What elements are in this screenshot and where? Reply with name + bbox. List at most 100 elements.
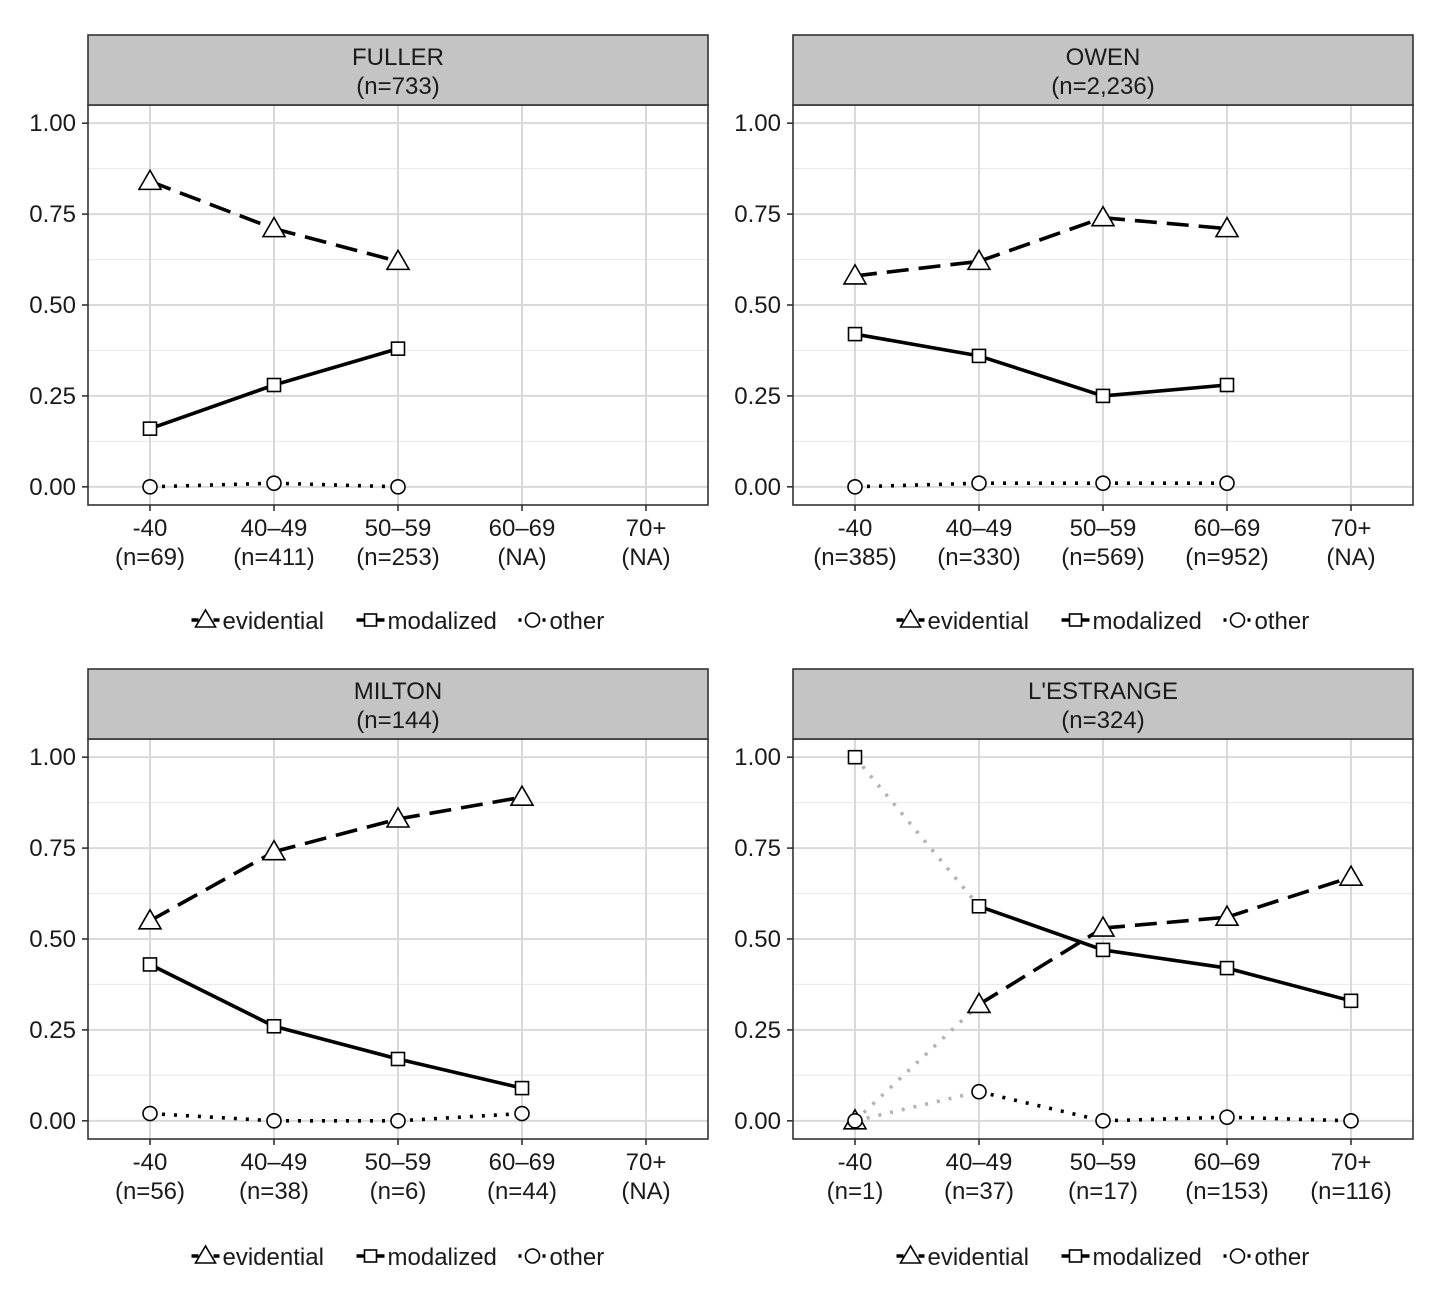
data-point-evidential xyxy=(966,248,992,271)
series-line-evidential xyxy=(397,795,523,821)
legend-triangle-icon xyxy=(194,608,217,628)
legend-label-other: other xyxy=(550,608,605,635)
data-point-evidential xyxy=(137,168,163,191)
data-point-evidential xyxy=(842,263,868,285)
y-tick-label: 0.25 xyxy=(29,383,76,410)
data-point-evidential xyxy=(1214,904,1240,926)
data-point-modalized xyxy=(514,1080,530,1096)
legend-label-modalized: modalized xyxy=(1093,1244,1202,1271)
data-point-other xyxy=(847,1113,863,1129)
data-point-modalized xyxy=(847,749,863,765)
y-tick-label: 0.75 xyxy=(734,201,781,228)
series-line-other xyxy=(273,481,399,489)
data-point-modalized xyxy=(1095,942,1111,958)
facet-title: FULLER xyxy=(352,44,444,71)
data-point-other xyxy=(1095,1113,1111,1129)
data-point-other xyxy=(142,1105,158,1122)
y-tick-label: 0.50 xyxy=(29,926,76,953)
data-point-other xyxy=(1095,475,1111,491)
facet-title: OWEN xyxy=(1066,44,1141,71)
legend-label-modalized: modalized xyxy=(388,608,497,635)
y-tick-label: 0.75 xyxy=(29,201,76,228)
y-tick-label: 1.00 xyxy=(734,744,781,771)
data-point-other xyxy=(971,1083,987,1100)
data-point-evidential xyxy=(137,908,163,930)
x-tick-count-label: (n=38) xyxy=(239,1178,309,1205)
x-tick-label: 40–49 xyxy=(241,515,308,542)
y-tick-label: 1.00 xyxy=(29,744,76,771)
x-tick-label: -40 xyxy=(838,1149,873,1176)
series-line-modalized xyxy=(853,756,981,908)
facet-strip xyxy=(792,668,1414,740)
x-tick-count-label: (n=37) xyxy=(944,1178,1014,1205)
data-point-evidential xyxy=(261,216,287,238)
series-line-modalized xyxy=(1226,966,1352,1003)
y-tick-label: 0.00 xyxy=(734,1108,781,1135)
x-tick-count-label: (n=1) xyxy=(827,1178,884,1205)
x-tick-label: 70+ xyxy=(626,515,667,542)
data-point-other xyxy=(514,1105,530,1122)
data-point-other xyxy=(142,479,158,495)
series-line-evidential xyxy=(978,926,1104,1006)
series-line-modalized xyxy=(149,962,275,1028)
data-point-other xyxy=(971,475,987,491)
series-markers xyxy=(842,205,1240,495)
data-point-evidential xyxy=(385,806,411,828)
data-point-modalized xyxy=(1095,388,1111,404)
series-line-evidential xyxy=(1102,915,1228,930)
x-tick-label: 60–69 xyxy=(489,1149,556,1176)
series-line-modalized xyxy=(397,1057,523,1090)
x-tick-count-label: (NA) xyxy=(621,544,670,571)
x-tick-label: 40–49 xyxy=(946,1149,1013,1176)
data-point-other xyxy=(1219,1109,1235,1125)
series-line-other xyxy=(1102,1115,1228,1123)
x-tick-count-label: (n=6) xyxy=(370,1178,427,1205)
x-tick-label: 70+ xyxy=(626,1149,667,1176)
x-tick-count-label: (n=253) xyxy=(356,544,439,571)
x-tick-label: 50–59 xyxy=(1070,1149,1137,1176)
x-tick-label: 50–59 xyxy=(1070,515,1137,542)
series-lines xyxy=(853,756,1352,1123)
data-point-other xyxy=(1343,1113,1359,1129)
y-tick-label: 0.50 xyxy=(734,292,781,319)
x-tick-count-label: (NA) xyxy=(497,544,546,571)
legend: evidential modalized other xyxy=(191,1244,604,1271)
series-line-other xyxy=(397,1111,523,1123)
facet-subtitle: (n=733) xyxy=(356,73,439,100)
legend-circle-icon xyxy=(1229,1248,1246,1264)
facet-title: MILTON xyxy=(354,678,442,705)
series-line-modalized xyxy=(1102,383,1228,398)
legend-label-modalized: modalized xyxy=(388,1244,497,1271)
series-line-modalized xyxy=(978,904,1104,952)
data-point-evidential xyxy=(966,991,992,1014)
series-line-modalized xyxy=(149,383,275,431)
data-point-modalized xyxy=(390,341,406,356)
series-line-modalized xyxy=(978,354,1104,398)
data-point-modalized xyxy=(266,377,282,393)
data-point-modalized xyxy=(142,421,158,436)
y-tick-label: 0.00 xyxy=(29,474,76,501)
data-point-modalized xyxy=(390,1051,406,1067)
legend-label-evidential: evidential xyxy=(928,1244,1029,1271)
y-tick-label: 0.25 xyxy=(29,1017,76,1044)
x-tick-count-label: (n=385) xyxy=(813,544,896,571)
series-line-evidential xyxy=(854,259,980,278)
y-tick-label: 1.00 xyxy=(734,110,781,137)
facet-strip xyxy=(87,668,709,740)
x-tick-count-label: (n=952) xyxy=(1185,544,1268,571)
data-point-modalized xyxy=(971,348,987,364)
legend: evidential modalized other xyxy=(191,608,605,635)
legend-circle-icon xyxy=(1229,612,1246,628)
series-lines xyxy=(854,215,1228,489)
x-tick-count-label: (n=330) xyxy=(937,544,1020,571)
x-tick-count-label: (n=153) xyxy=(1185,1178,1268,1205)
legend-label-evidential: evidential xyxy=(928,608,1029,635)
series-line-evidential xyxy=(978,216,1104,264)
legend-circle-icon xyxy=(524,1248,541,1264)
series-line-modalized xyxy=(273,346,399,387)
data-point-modalized xyxy=(142,957,158,972)
data-point-evidential xyxy=(385,248,411,271)
series-markers xyxy=(137,784,535,1129)
legend-label-other: other xyxy=(1255,1244,1310,1271)
